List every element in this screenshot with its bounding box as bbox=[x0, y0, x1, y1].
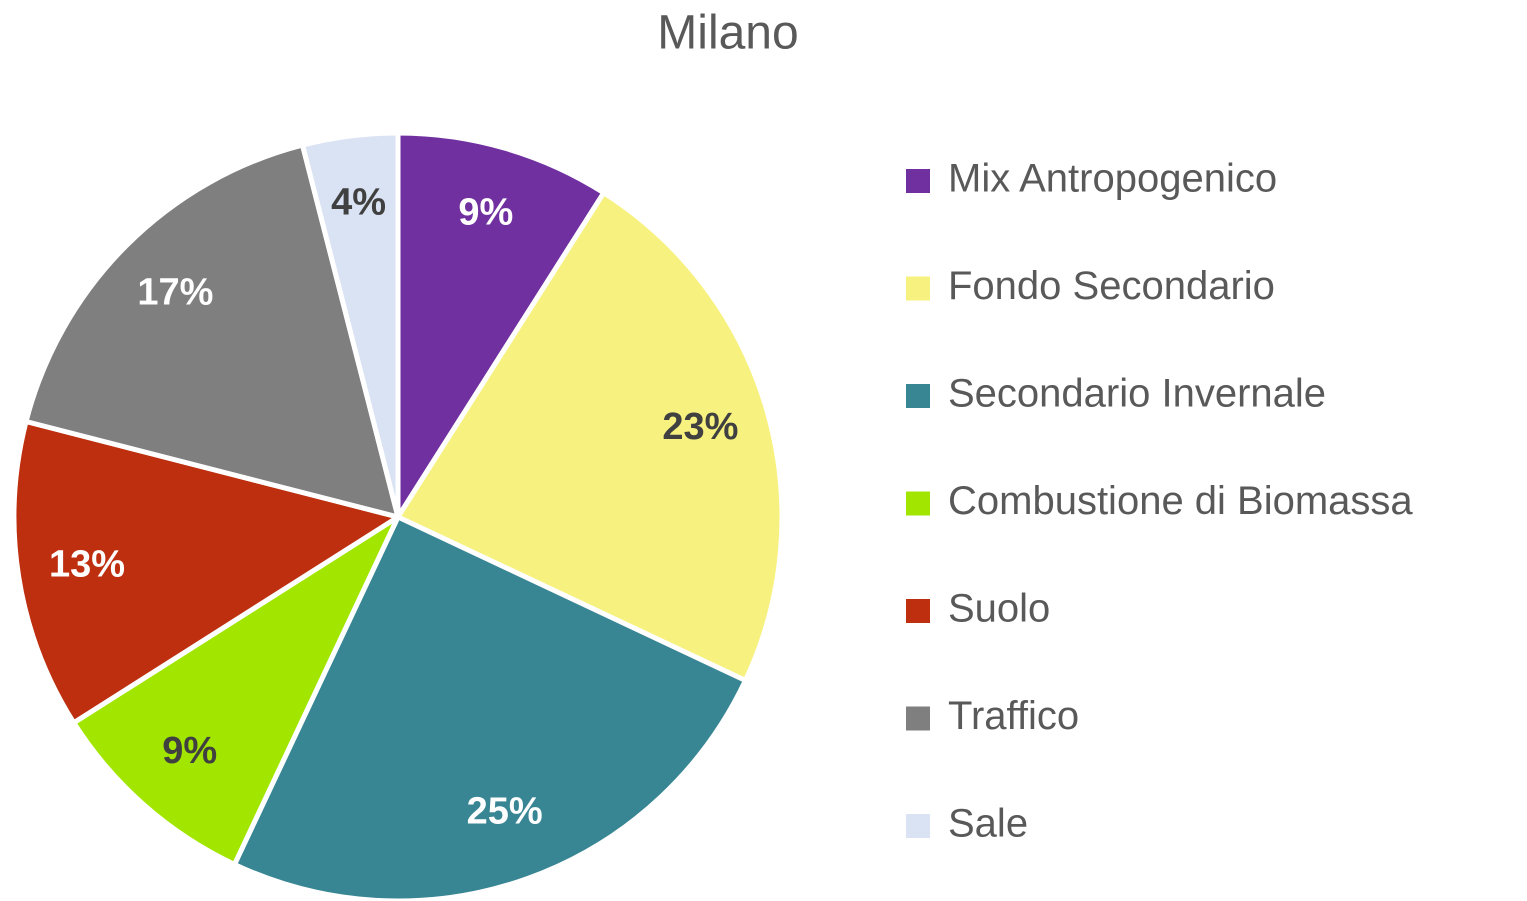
data-label: 23% bbox=[662, 406, 738, 448]
data-label: 13% bbox=[49, 543, 125, 585]
pie-slice bbox=[300, 130, 401, 520]
legend-label: Fondo Secondario bbox=[948, 264, 1275, 308]
pie-slice bbox=[395, 190, 785, 683]
legend-label: Sale bbox=[948, 802, 1028, 846]
legend-label: Secondario Invernale bbox=[948, 372, 1326, 416]
legend-label: Mix Antropogenico bbox=[948, 157, 1277, 201]
legend-swatch bbox=[906, 491, 930, 516]
pie-slice bbox=[11, 419, 401, 726]
legend-swatch bbox=[906, 276, 930, 301]
legend-swatch bbox=[906, 169, 930, 193]
pie-slice bbox=[395, 130, 607, 520]
data-label: 17% bbox=[137, 271, 213, 313]
pie-slice bbox=[71, 514, 401, 867]
legend-label: Traffico bbox=[948, 694, 1079, 738]
legend-swatch bbox=[906, 384, 930, 408]
chart-title: Milano bbox=[657, 7, 798, 60]
data-label: 4% bbox=[331, 182, 386, 224]
legend-swatch bbox=[906, 706, 930, 731]
data-label: 9% bbox=[458, 192, 513, 234]
legend-label: Suolo bbox=[948, 587, 1050, 631]
pie-slice bbox=[23, 142, 401, 520]
legend-swatch bbox=[906, 814, 930, 838]
data-label: 25% bbox=[467, 790, 543, 832]
legend-label: Combustione di Biomassa bbox=[948, 479, 1413, 523]
data-label: 9% bbox=[162, 730, 217, 772]
legend-swatch bbox=[906, 599, 930, 623]
pie-slice bbox=[232, 514, 748, 901]
